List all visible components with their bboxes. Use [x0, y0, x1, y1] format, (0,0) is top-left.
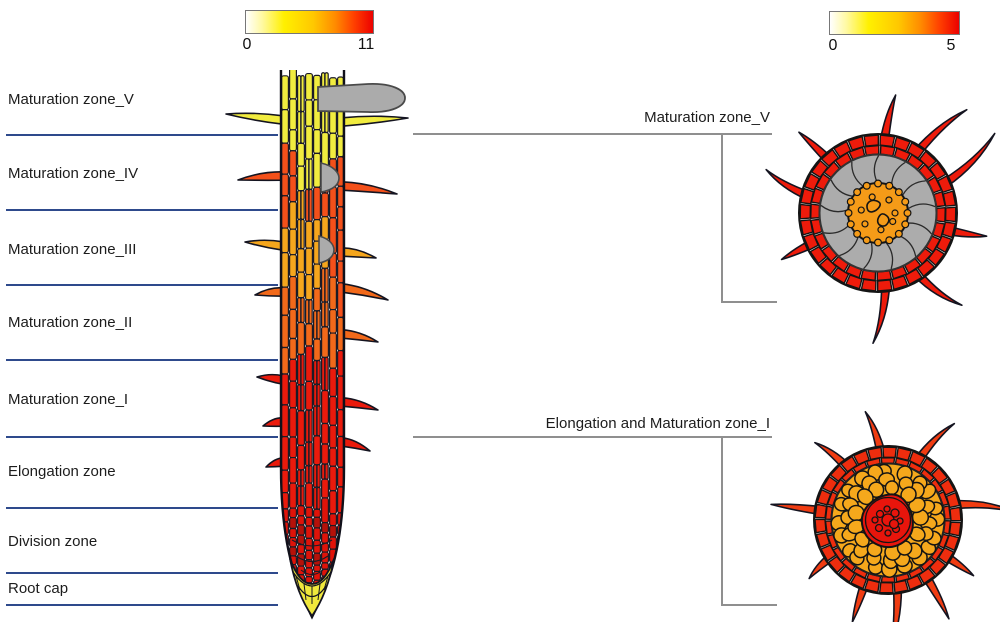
colorbar-left-max-label: 11 [357, 36, 375, 53]
callout-label-maturation-v: Maturation zone_V [644, 109, 770, 126]
callout-bracket-bottom-hline [413, 436, 772, 438]
zone-divider-line [6, 436, 278, 438]
zone-label-division: Division zone [8, 533, 98, 550]
heat-gradient-bar-left [245, 10, 374, 34]
zone-label-elongation: Elongation zone [8, 463, 116, 480]
zone-divider-line [6, 284, 278, 286]
zone-divider-line [6, 507, 278, 509]
zone-divider-line [6, 604, 278, 606]
callout-bracket-top-hline [413, 133, 772, 135]
zone-label-maturation-iii: Maturation zone_III [8, 241, 137, 258]
cross-section-elongation-maturation-zone-i [770, 410, 1000, 622]
colorbar-left-min-label: 0 [242, 36, 252, 53]
callout-bracket-bottom-vline [721, 436, 723, 606]
zone-label-maturation-v: Maturation zone_V [8, 91, 134, 108]
callout-label-elongation-maturation-i: Elongation and Maturation zone_I [545, 415, 770, 432]
zone-label-root-cap: Root cap [8, 580, 69, 597]
callout-bracket-bottom-pointer [721, 604, 777, 606]
heat-gradient-bar-right [829, 11, 960, 35]
zone-label-maturation-ii: Maturation zone_II [8, 314, 133, 331]
zone-label-maturation-iv: Maturation zone_IV [8, 165, 139, 182]
zone-divider-line [6, 209, 278, 211]
callout-bracket-top-pointer [721, 301, 777, 303]
zone-label-maturation-i: Maturation zone_I [8, 391, 129, 408]
colorbar-right-max-label: 5 [946, 37, 956, 54]
zone-divider-line [6, 359, 278, 361]
zone-divider-line [6, 134, 278, 136]
colorbar-right-min-label: 0 [828, 37, 838, 54]
zone-divider-line [6, 572, 278, 574]
root-longitudinal-section [225, 70, 409, 620]
cross-section-maturation-zone-v [765, 94, 996, 345]
callout-bracket-top-vline [721, 133, 723, 303]
